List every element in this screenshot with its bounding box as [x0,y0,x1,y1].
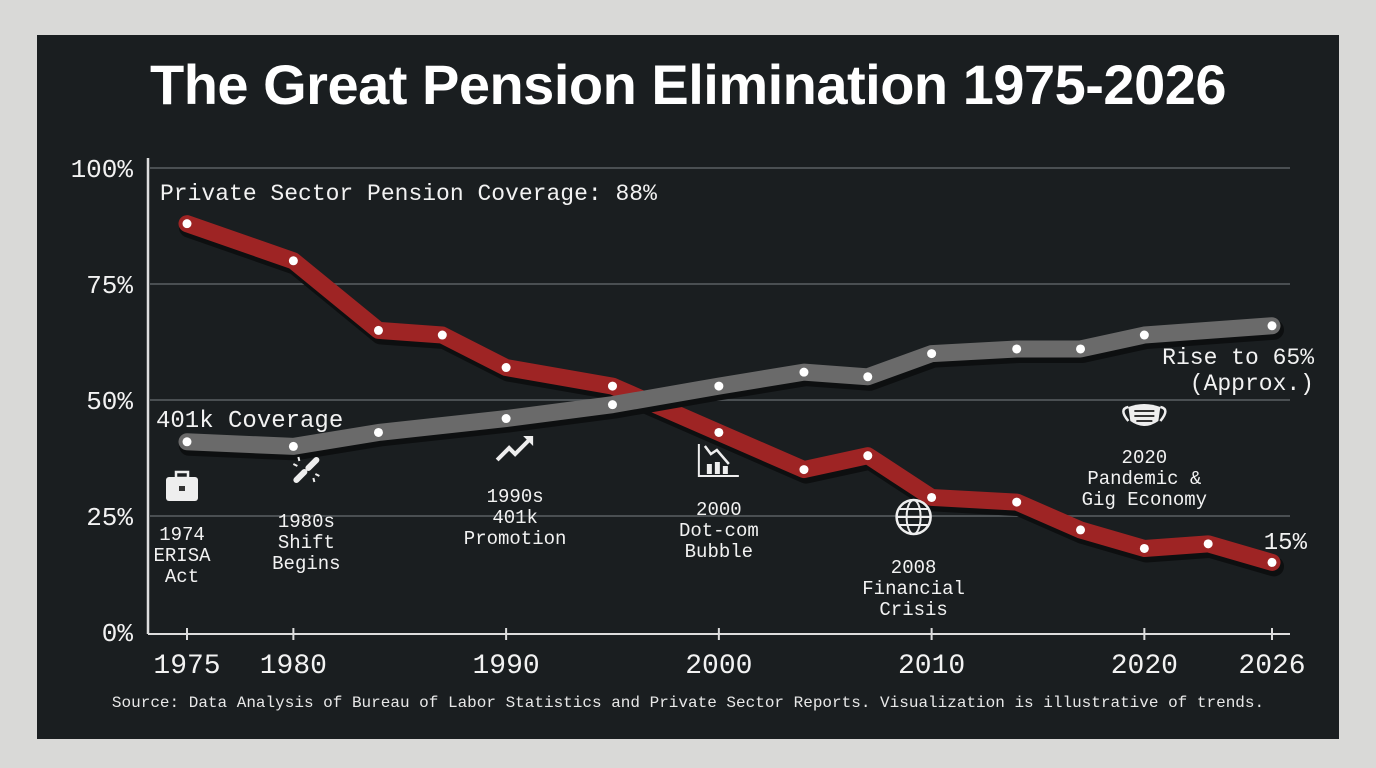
y-tick-label: 25% [86,503,133,533]
data-point [1267,557,1277,567]
y-tick-label: 75% [86,271,133,301]
annotation-text: 2020 [1122,447,1168,469]
chart-title: The Great Pension Elimination 1975-2026 [150,53,1227,116]
annotation-text: Bubble [685,541,753,563]
x-tick-label: 1980 [260,651,327,682]
annotation-text: 1974 [159,524,205,546]
data-point [714,427,724,437]
data-point [1076,344,1086,354]
x-tick-label: 2000 [685,651,752,682]
annotation-text: ERISA [153,545,211,567]
annotation-text: Shift [278,532,335,554]
data-point [1012,497,1022,507]
x-tick-label: 2026 [1238,651,1305,682]
x-tick-label: 1990 [473,651,540,682]
annotation-text: Gig Economy [1082,489,1207,511]
annotation-text: 401k [492,507,538,529]
face-mask-icon [1122,404,1167,426]
data-point [927,492,937,502]
data-point [1139,330,1149,340]
data-point [799,367,809,377]
data-point [1076,525,1086,535]
chart-down-icon [697,444,739,477]
globe-icon [895,498,932,536]
data-point [288,256,298,266]
annotation-text: Financial [862,578,965,600]
annotation-text: 1980s [278,511,335,533]
401k-series-label: 401k Coverage [156,408,343,435]
annotation-text: 2000 [696,499,742,521]
y-tick-label: 100% [71,155,134,185]
data-point [1139,543,1149,553]
y-tick-label: 50% [86,387,133,417]
source-note: Source: Data Analysis of Bureau of Labor… [111,694,1265,712]
broken-link-icon [292,456,320,483]
data-point [182,437,192,447]
data-point [437,330,447,340]
pension-series-label: Private Sector Pension Coverage: 88% [160,181,657,207]
annotation-text: Dot-com [679,520,759,542]
data-point [607,400,617,410]
annotation-text: Begins [272,553,340,575]
annotation-text: 2008 [891,557,937,579]
trend-up-icon [495,436,534,462]
x-tick-label: 1975 [153,651,220,682]
annotation-text: Act [165,566,199,588]
data-point [863,372,873,382]
y-tick-label: 0% [102,619,134,649]
pension-end-label: 15% [1264,530,1308,557]
data-point [799,465,809,475]
x-tick-label: 2010 [898,651,965,682]
data-point [501,363,511,373]
annotation-text: 1990s [487,486,544,508]
x-tick-label: 2020 [1111,651,1178,682]
data-point [927,349,937,359]
annotation-text: Promotion [464,528,567,550]
data-point [373,427,383,437]
401k-end-label: (Approx.) [1190,371,1314,397]
data-point [1267,321,1277,331]
data-point [863,451,873,461]
data-point [288,441,298,451]
data-point [182,219,192,229]
data-point [1012,344,1022,354]
briefcase-icon [166,470,198,501]
data-point [607,381,617,391]
data-point [714,381,724,391]
data-point [1203,539,1213,549]
annotation-text: Pandemic & [1087,468,1201,490]
401k-end-label: Rise to 65% [1162,345,1314,371]
annotation-text: Crisis [879,599,947,621]
data-point [501,414,511,424]
data-point [373,325,383,335]
